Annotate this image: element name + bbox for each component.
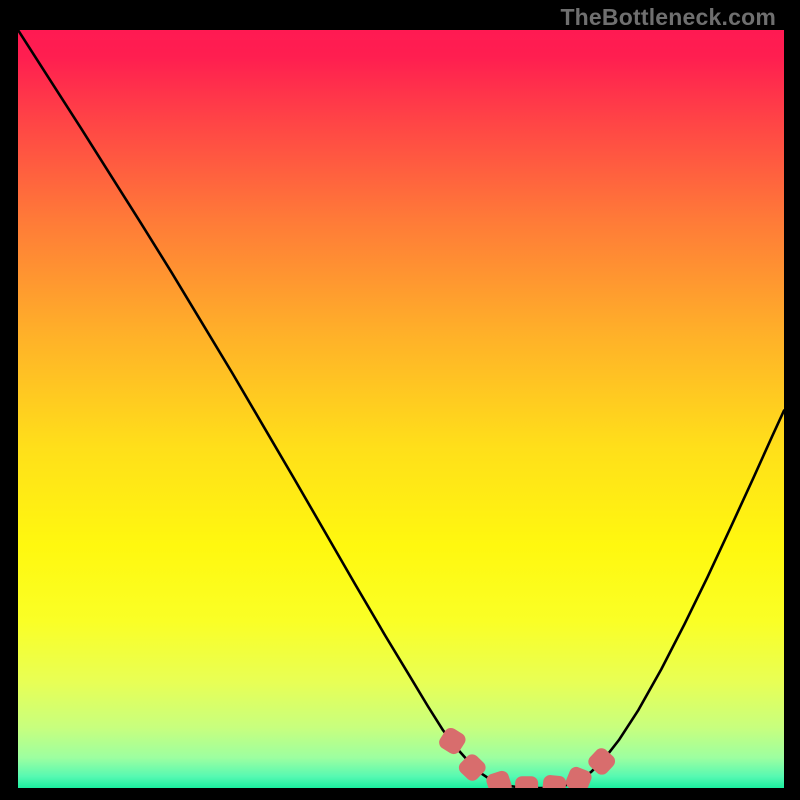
marker-5 <box>564 765 594 788</box>
marker-1 <box>456 751 488 783</box>
watermark-text: TheBottleneck.com <box>560 4 776 31</box>
marker-0 <box>436 725 468 756</box>
chart-frame: TheBottleneck.com <box>0 0 800 800</box>
marker-4 <box>542 774 567 788</box>
marker-3 <box>515 776 538 788</box>
markers-layer <box>18 30 784 788</box>
plot-area <box>18 30 784 788</box>
marker-6 <box>585 745 617 777</box>
marker-2 <box>485 769 514 788</box>
